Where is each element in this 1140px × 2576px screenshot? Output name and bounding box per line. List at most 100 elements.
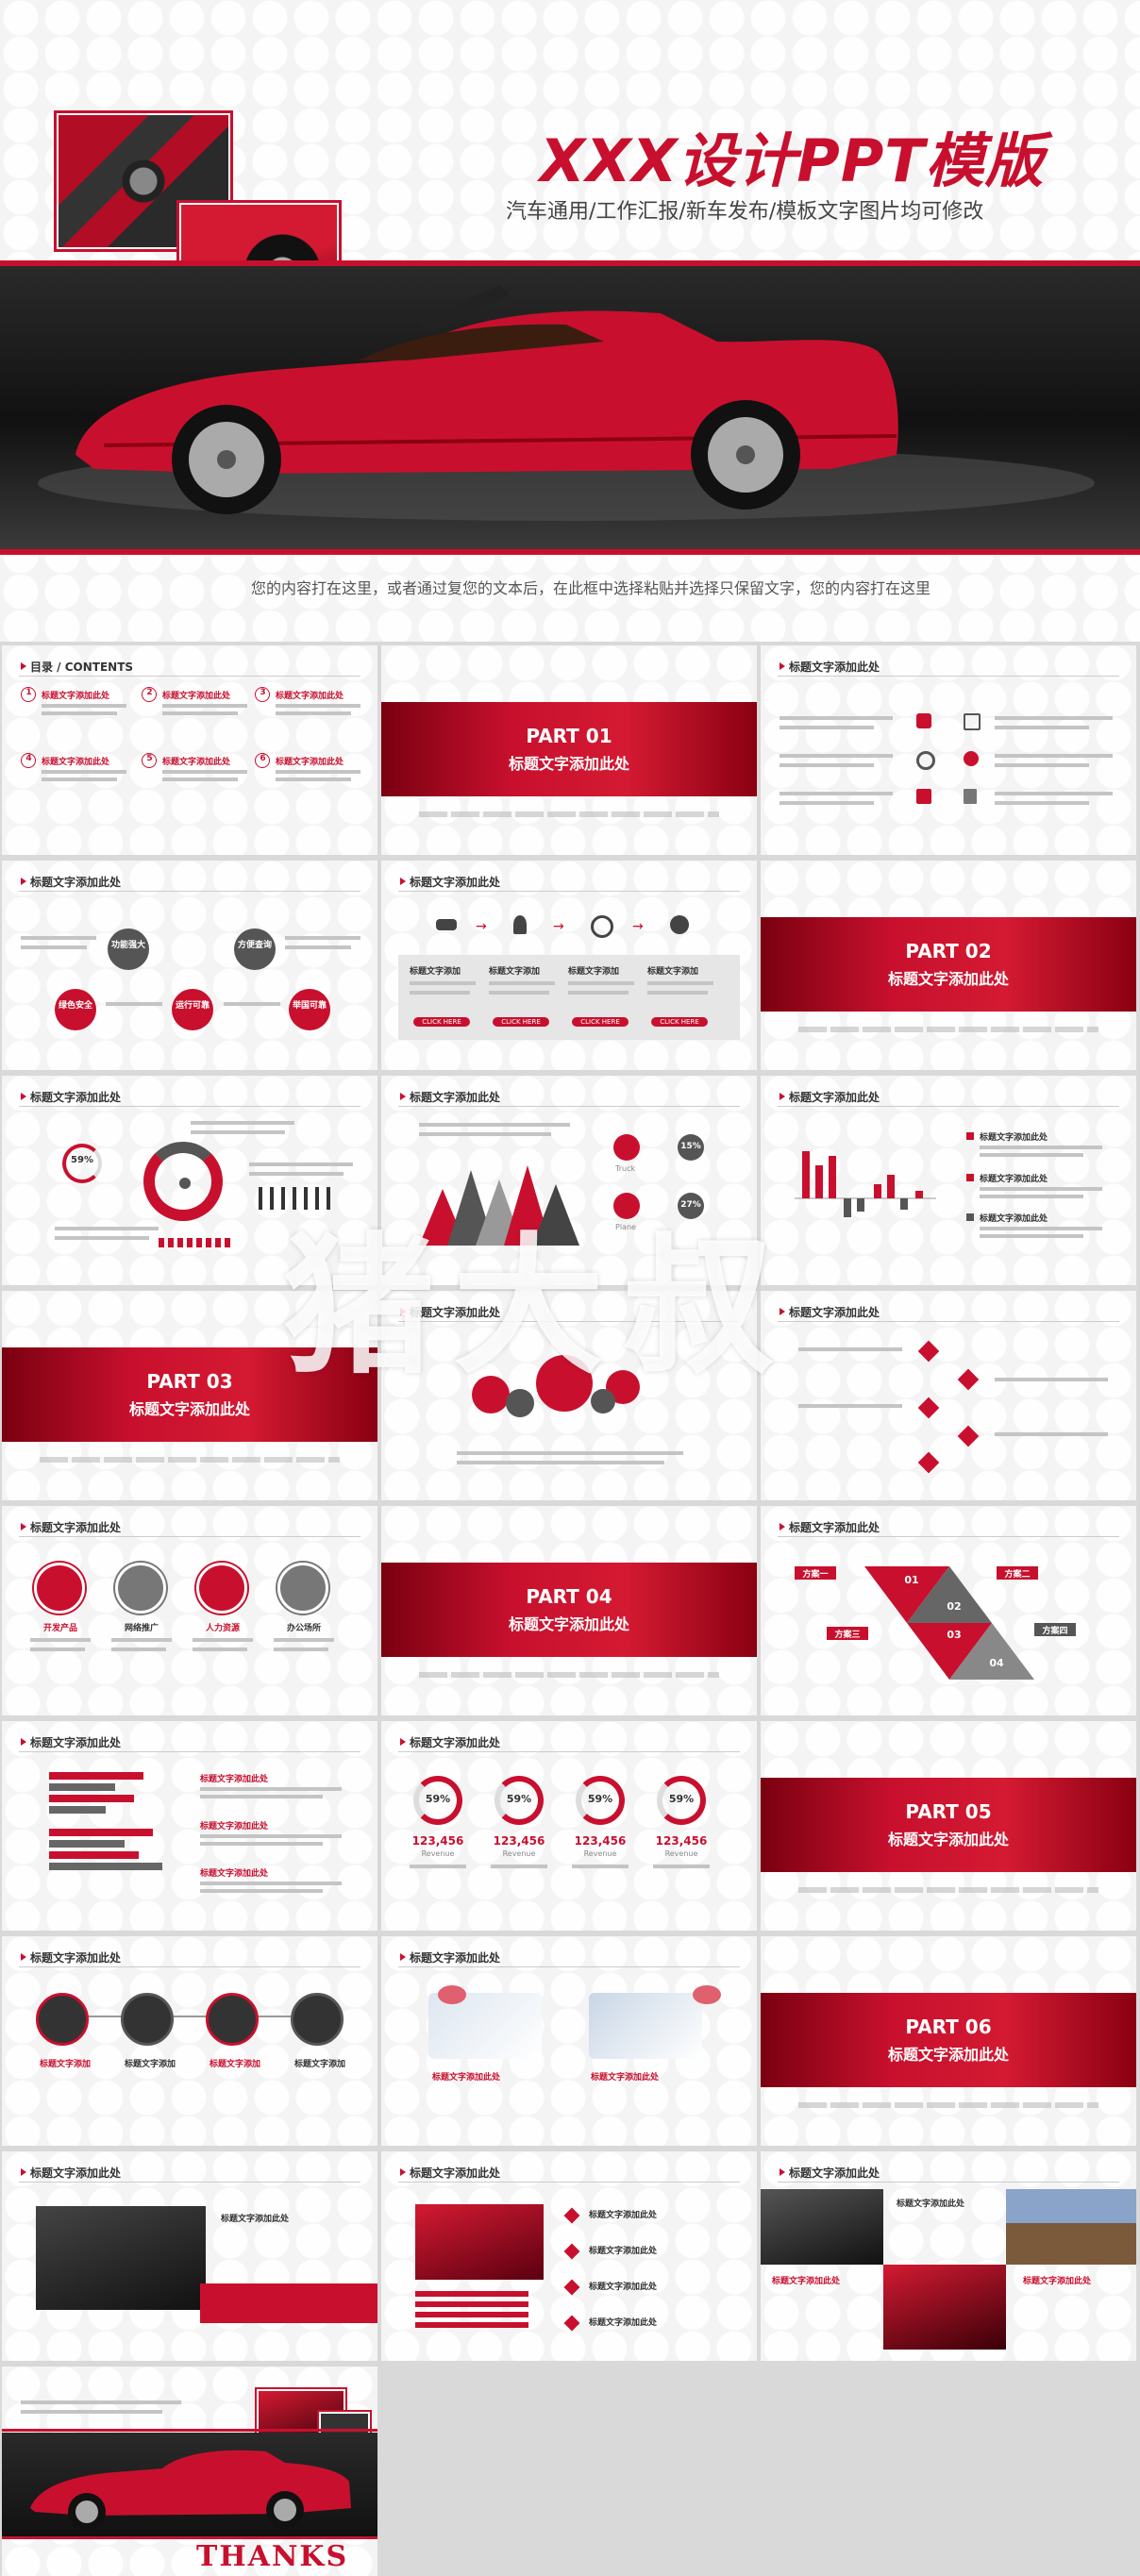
click-here-button[interactable]: CLICK HERE — [651, 1017, 708, 1027]
text-placeholder — [162, 778, 238, 781]
target-icon — [916, 751, 935, 770]
part-band — [761, 1778, 1136, 1872]
part-title: 标题文字添加此处 — [887, 2046, 1009, 2064]
percent-ring — [657, 1776, 706, 1825]
step-title: 标题文字添加 — [294, 2060, 346, 2069]
part-label: PART 05 — [905, 1800, 992, 1823]
contents-number-badge — [21, 687, 36, 702]
step-title: 标题文字添加 — [647, 967, 699, 977]
product-label: 网络推广 — [124, 1624, 159, 1633]
page-title: XXX设计PPT模版 — [540, 126, 1045, 195]
cover-red-stripe-bottom — [0, 549, 1140, 555]
part-band — [381, 702, 757, 796]
percent-value: 59% — [506, 1793, 532, 1805]
seatbelt-photo — [57, 113, 230, 249]
divider — [398, 1321, 740, 1322]
feature-bottom-3-label: 举国可靠 — [292, 1001, 327, 1011]
moneybag-icon — [670, 915, 689, 934]
contents-number: 6 — [260, 754, 266, 763]
divider — [19, 676, 360, 677]
slide-part-03: PART 03 标题文字添加此处 — [2, 1291, 377, 1500]
contents-number: 4 — [25, 754, 32, 763]
section-title: 标题文字添加此处 — [399, 1091, 501, 1104]
mountain-car-photo — [1006, 2189, 1136, 2265]
item-title: 标题文字添加此处 — [589, 2247, 658, 2256]
divider — [778, 1106, 1119, 1107]
text-placeholder — [568, 981, 634, 985]
bullet-square — [966, 1132, 974, 1140]
thanks-red-stripe — [2, 2429, 377, 2432]
scheme-tag-1 — [795, 1566, 836, 1580]
scheme-tag-4 — [1034, 1623, 1076, 1636]
dash-photo — [761, 2189, 883, 2265]
click-here-button[interactable]: CLICK HERE — [493, 1017, 549, 1027]
diamond-icon — [563, 2279, 580, 2296]
diamond-icon — [563, 2315, 580, 2332]
slide-process: 标题文字添加此处 → → → 标题文字添加 CLICK HERE 标题文字添加 CLI… — [381, 861, 757, 1070]
product-label: 办公场所 — [286, 1624, 321, 1633]
text-placeholder — [162, 704, 247, 708]
runner-icon — [964, 751, 979, 766]
click-here-button[interactable]: CLICK HERE — [572, 1017, 629, 1027]
item-title: 标题文字添加此处 — [589, 2211, 658, 2220]
slide-icons-list: 标题文字添加此处 — [761, 645, 1136, 855]
text-placeholder — [193, 1638, 253, 1642]
part-title: 标题文字添加此处 — [887, 970, 1009, 988]
plane-icon — [613, 1193, 640, 1219]
phone-bubble-icon — [536, 1355, 593, 1412]
percent-value: 59% — [668, 1793, 695, 1805]
text-placeholder — [42, 711, 117, 715]
divider — [778, 1321, 1119, 1322]
people-icons — [159, 1238, 234, 1247]
text-placeholder — [30, 1638, 91, 1642]
divider — [19, 1536, 360, 1537]
part-footer-text — [798, 1027, 1098, 1032]
hbar-chart — [49, 1772, 162, 1870]
product-label: 人力资源 — [205, 1624, 240, 1633]
item-title: 标题文字添加此处 — [980, 1175, 1048, 1184]
connector-line — [59, 2016, 323, 2017]
text-placeholder — [653, 1865, 710, 1868]
photo-circle-1 — [36, 1993, 89, 2046]
part-label: PART 02 — [905, 940, 992, 962]
contents-number: 5 — [146, 754, 153, 763]
feature-bottom-1-label: 绿色安全 — [58, 1001, 92, 1011]
percent-value: 59% — [587, 1793, 613, 1805]
pct-value-2: 27% — [680, 1200, 701, 1210]
car-icon — [436, 919, 457, 930]
part-band — [761, 1993, 1136, 2087]
part-title: 标题文字添加此处 — [508, 1615, 629, 1633]
divider — [778, 676, 1119, 677]
item-title: 标题文字添加此处 — [200, 1775, 269, 1784]
part-footer-text — [798, 2102, 1098, 2108]
divider — [19, 2182, 360, 2183]
text-placeholder — [980, 1153, 1083, 1157]
product-icon — [115, 1563, 166, 1614]
text-placeholder — [491, 1865, 547, 1868]
percent-value: 59% — [425, 1793, 451, 1805]
chat-bubble-icon — [506, 1389, 534, 1417]
revenue-value: 123,456 — [411, 1834, 464, 1848]
text-placeholder — [200, 1889, 323, 1893]
item-title: 标题文字添加此处 — [200, 1822, 269, 1832]
photo-circle-2 — [121, 1993, 174, 2046]
section-title: 标题文字添加此处 — [779, 1091, 880, 1104]
home-icon — [916, 789, 931, 804]
text-placeholder — [980, 1187, 1102, 1191]
triangle-chart — [419, 1165, 579, 1246]
building-icon — [964, 789, 977, 804]
text-placeholder — [193, 1648, 247, 1651]
click-here-button[interactable]: CLICK HERE — [413, 1017, 470, 1027]
cloud-icon — [693, 1985, 721, 2004]
text-placeholder — [980, 1227, 1102, 1230]
product-icon — [277, 1563, 328, 1614]
revenue-label: Revenue — [502, 1849, 536, 1858]
divider — [19, 891, 360, 892]
watermark-text: 猪大叔 — [283, 1218, 794, 1395]
text-placeholder — [410, 991, 470, 995]
divider — [398, 1106, 740, 1107]
contents-item-label: 标题文字添加此处 — [42, 692, 110, 701]
scheme-num-4: 04 — [989, 1657, 1004, 1669]
contents-item-label: 标题文字添加此处 — [162, 692, 231, 701]
text-placeholder — [42, 704, 126, 708]
